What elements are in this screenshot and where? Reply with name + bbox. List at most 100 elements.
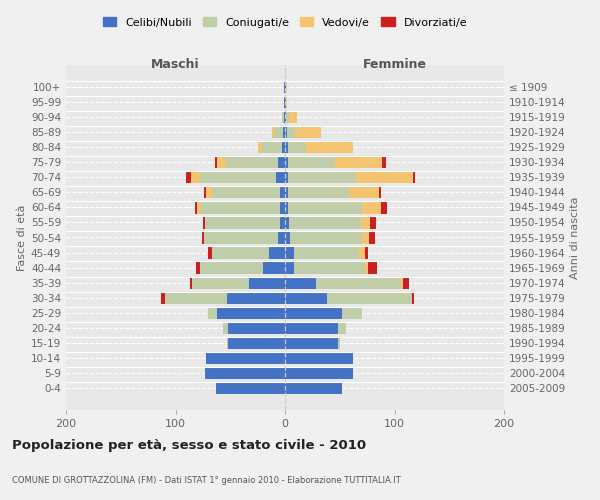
Bar <box>274 126 283 138</box>
Bar <box>272 126 274 138</box>
Bar <box>365 262 368 274</box>
Bar <box>316 276 401 289</box>
Bar <box>285 367 353 380</box>
Bar <box>288 201 362 213</box>
Bar <box>206 186 212 198</box>
Bar <box>208 306 217 319</box>
Bar <box>228 322 285 334</box>
Bar <box>164 292 227 304</box>
Bar <box>196 262 200 274</box>
Bar <box>285 337 338 349</box>
Bar <box>200 171 276 183</box>
Legend: Celibi/Nubili, Coniugati/e, Vedovi/e, Divorziati/e: Celibi/Nubili, Coniugati/e, Vedovi/e, Di… <box>103 17 467 28</box>
Bar <box>197 201 200 213</box>
Text: Maschi: Maschi <box>151 58 200 71</box>
Bar <box>202 232 204 243</box>
Bar <box>191 171 200 183</box>
Bar <box>359 246 365 258</box>
Bar <box>285 216 289 228</box>
Bar <box>288 186 349 198</box>
Bar <box>285 111 286 123</box>
Bar <box>412 292 414 304</box>
Bar <box>257 141 262 154</box>
Bar <box>217 306 285 319</box>
Bar <box>208 246 212 258</box>
Bar <box>285 96 286 108</box>
Bar <box>226 156 278 168</box>
Bar <box>362 232 370 243</box>
Bar <box>280 216 285 228</box>
Bar <box>280 186 285 198</box>
Bar <box>342 306 362 319</box>
Bar <box>249 276 285 289</box>
Bar <box>401 276 403 289</box>
Bar <box>205 216 280 228</box>
Bar <box>370 216 376 228</box>
Bar <box>286 96 287 108</box>
Bar <box>215 156 217 168</box>
Bar <box>192 276 249 289</box>
Bar <box>217 156 226 168</box>
Bar <box>227 337 228 349</box>
Bar <box>288 156 335 168</box>
Bar <box>161 292 164 304</box>
Bar <box>294 246 359 258</box>
Bar <box>288 141 306 154</box>
Text: Femmine: Femmine <box>362 58 427 71</box>
Bar <box>285 276 316 289</box>
Bar <box>262 141 282 154</box>
Bar <box>206 352 285 364</box>
Bar <box>338 337 340 349</box>
Bar <box>290 232 362 243</box>
Bar <box>285 171 288 183</box>
Bar <box>379 186 382 198</box>
Bar <box>284 80 285 93</box>
Bar <box>286 111 289 123</box>
Bar <box>365 246 368 258</box>
Bar <box>285 186 288 198</box>
Bar <box>284 96 285 108</box>
Bar <box>413 171 415 183</box>
Bar <box>289 216 361 228</box>
Bar <box>282 141 285 154</box>
Bar <box>287 126 295 138</box>
Bar <box>223 322 228 334</box>
Bar <box>285 306 342 319</box>
Bar <box>205 367 285 380</box>
Bar <box>284 111 285 123</box>
Bar <box>289 111 297 123</box>
Bar <box>285 292 326 304</box>
Bar <box>195 201 197 213</box>
Text: COMUNE DI GROTTAZZOLINA (FM) - Dati ISTAT 1° gennaio 2010 - Elaborazione TUTTITA: COMUNE DI GROTTAZZOLINA (FM) - Dati ISTA… <box>12 476 401 485</box>
Bar <box>190 276 192 289</box>
Bar <box>295 126 321 138</box>
Bar <box>286 80 287 93</box>
Bar <box>338 322 346 334</box>
Bar <box>368 262 377 274</box>
Text: Popolazione per età, sesso e stato civile - 2010: Popolazione per età, sesso e stato civil… <box>12 440 366 452</box>
Bar <box>285 246 294 258</box>
Bar <box>285 352 353 364</box>
Bar <box>280 201 285 213</box>
Bar <box>216 382 285 394</box>
Bar <box>285 80 286 93</box>
Bar <box>370 232 375 243</box>
Bar <box>326 292 412 304</box>
Bar <box>285 156 288 168</box>
Bar <box>204 232 278 243</box>
Bar <box>382 156 386 168</box>
Bar <box>204 186 206 198</box>
Y-axis label: Anni di nascita: Anni di nascita <box>570 196 580 279</box>
Bar <box>285 201 288 213</box>
Bar <box>288 171 356 183</box>
Bar <box>285 382 342 394</box>
Bar <box>212 186 280 198</box>
Bar <box>269 246 285 258</box>
Bar <box>294 262 365 274</box>
Bar <box>382 201 387 213</box>
Bar <box>278 156 285 168</box>
Bar <box>282 111 284 123</box>
Bar <box>263 262 285 274</box>
Bar <box>306 141 353 154</box>
Bar <box>187 171 191 183</box>
